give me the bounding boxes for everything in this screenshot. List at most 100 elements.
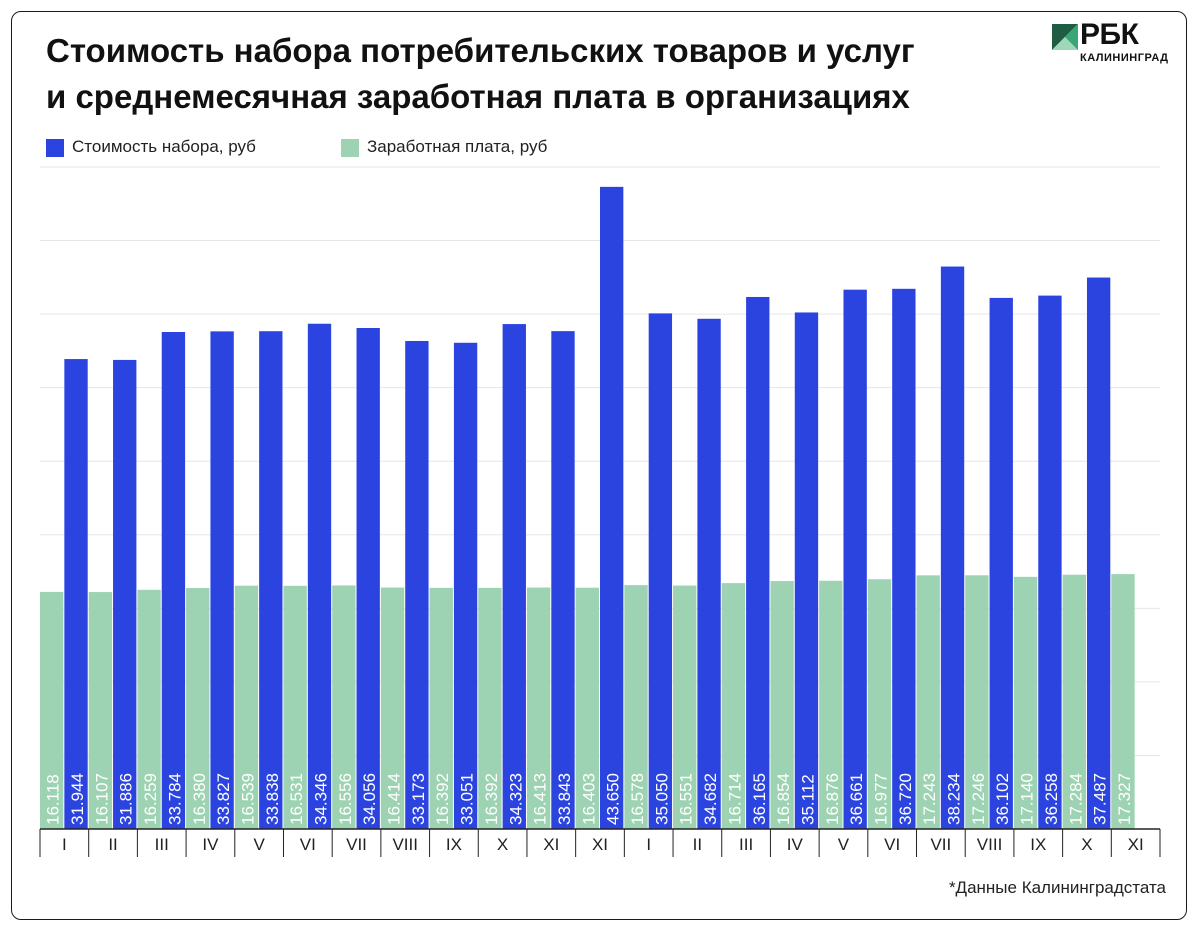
bar-salary <box>137 589 161 829</box>
bar-salary <box>1062 574 1086 829</box>
bar-cost <box>746 296 770 829</box>
chart-title: Стоимость набора потребительских товаров… <box>46 28 1006 120</box>
x-tick-label: VII <box>346 835 367 854</box>
x-tick-label: VII <box>930 835 951 854</box>
bar-salary <box>88 592 113 829</box>
bar-salary <box>624 585 648 829</box>
bar-cost <box>794 312 819 829</box>
x-tick-label: VIII <box>977 835 1003 854</box>
data-label-salary: 16.854 <box>774 773 793 825</box>
bar-cost <box>989 297 1013 829</box>
x-tick-label: X <box>1081 835 1092 854</box>
data-label-salary: 17.246 <box>969 773 988 825</box>
bar-salary <box>1013 576 1038 829</box>
x-tick-label: I <box>646 835 651 854</box>
x-tick-label: III <box>155 835 169 854</box>
data-label-salary: 17.327 <box>1115 773 1134 825</box>
bar-cost <box>940 266 965 829</box>
bar-cost <box>453 342 478 829</box>
data-label-cost: 34.682 <box>701 773 720 825</box>
data-label-cost: 36.661 <box>847 773 866 825</box>
data-label-cost: 33.784 <box>165 773 184 825</box>
x-tick-label: XI <box>592 835 608 854</box>
rbk-logo-mark-icon <box>1052 24 1078 50</box>
data-label-cost: 35.112 <box>798 774 817 825</box>
bar-salary <box>40 591 64 829</box>
bar-salary <box>380 587 405 829</box>
data-label-salary: 16.107 <box>92 773 111 825</box>
data-label-salary: 16.539 <box>238 773 257 825</box>
bar-cost <box>843 289 867 829</box>
data-label-salary: 16.118 <box>44 774 63 825</box>
data-label-salary: 16.977 <box>872 773 891 825</box>
data-label-cost: 37.487 <box>1091 773 1110 825</box>
bar-salary <box>332 585 356 829</box>
bar-cost <box>892 288 916 830</box>
legend-swatch-salary <box>341 139 359 157</box>
data-label-salary: 16.876 <box>823 773 842 825</box>
bar-salary <box>673 585 697 829</box>
data-label-cost: 31.886 <box>117 773 136 825</box>
x-tick-label: I <box>62 835 67 854</box>
data-label-salary: 16.403 <box>579 773 598 825</box>
x-tick-label: IX <box>1030 835 1046 854</box>
legend-label-salary: Заработная плата, руб <box>367 137 548 156</box>
x-tick-label: V <box>253 835 265 854</box>
data-label-cost: 31.944 <box>68 773 87 825</box>
x-tick-label: V <box>838 835 850 854</box>
x-tick-label: IV <box>202 835 219 854</box>
data-label-salary: 16.531 <box>287 773 306 825</box>
bar-salary <box>429 587 453 829</box>
x-tick-label: X <box>497 835 508 854</box>
legend-swatch-cost <box>46 139 64 157</box>
bar-cost <box>307 323 332 829</box>
data-label-salary: 16.714 <box>725 773 744 825</box>
data-label-salary: 16.414 <box>385 773 404 825</box>
data-label-cost: 34.323 <box>506 773 525 825</box>
x-tick-label: II <box>693 835 702 854</box>
bar-salary <box>575 587 599 829</box>
bar-cost <box>259 331 283 829</box>
data-label-salary: 17.284 <box>1066 773 1085 825</box>
x-tick-label: VIII <box>392 835 418 854</box>
bar-salary <box>186 588 210 829</box>
bar-salary <box>283 585 307 829</box>
data-label-salary: 16.413 <box>531 773 550 825</box>
source-footnote: *Данные Калининградстата <box>948 878 1166 897</box>
data-label-cost: 36.258 <box>1042 773 1061 825</box>
data-label-cost: 33.173 <box>409 773 428 825</box>
data-label-cost: 34.056 <box>360 773 379 825</box>
logo-name: РБК <box>1080 18 1139 51</box>
bar-cost <box>64 359 88 829</box>
bar-salary <box>965 575 989 829</box>
data-label-salary: 17.243 <box>920 773 939 825</box>
title-line-1: Стоимость набора потребительских товаров… <box>46 32 915 69</box>
data-label-salary: 16.259 <box>141 773 160 825</box>
data-label-salary: 16.380 <box>190 773 209 825</box>
title-line-2: и среднемесячная заработная плата в орга… <box>46 78 910 115</box>
data-label-cost: 33.051 <box>458 773 477 825</box>
bar-salary <box>478 587 502 829</box>
data-label-cost: 33.838 <box>263 773 282 825</box>
data-label-cost: 36.165 <box>750 773 769 825</box>
x-tick-label: II <box>108 835 117 854</box>
data-label-cost: 35.050 <box>652 773 671 825</box>
data-label-salary: 16.556 <box>336 773 355 825</box>
x-tick-label: XI <box>1128 835 1144 854</box>
bar-salary <box>916 575 940 829</box>
data-label-cost: 33.827 <box>214 773 233 825</box>
data-label-salary: 16.392 <box>482 773 501 825</box>
bar-cost <box>210 331 234 829</box>
x-tick-label: VI <box>300 835 316 854</box>
bar-cost <box>648 313 673 829</box>
bar-cost <box>697 318 721 829</box>
data-label-salary: 16.578 <box>628 773 647 825</box>
bar-cost <box>113 359 137 829</box>
bar-salary <box>234 585 259 829</box>
data-label-salary: 16.392 <box>433 773 452 825</box>
bar-cost <box>1086 277 1111 830</box>
x-tick-label: IX <box>446 835 462 854</box>
bar-salary <box>867 579 892 829</box>
bar-cost <box>356 327 380 829</box>
